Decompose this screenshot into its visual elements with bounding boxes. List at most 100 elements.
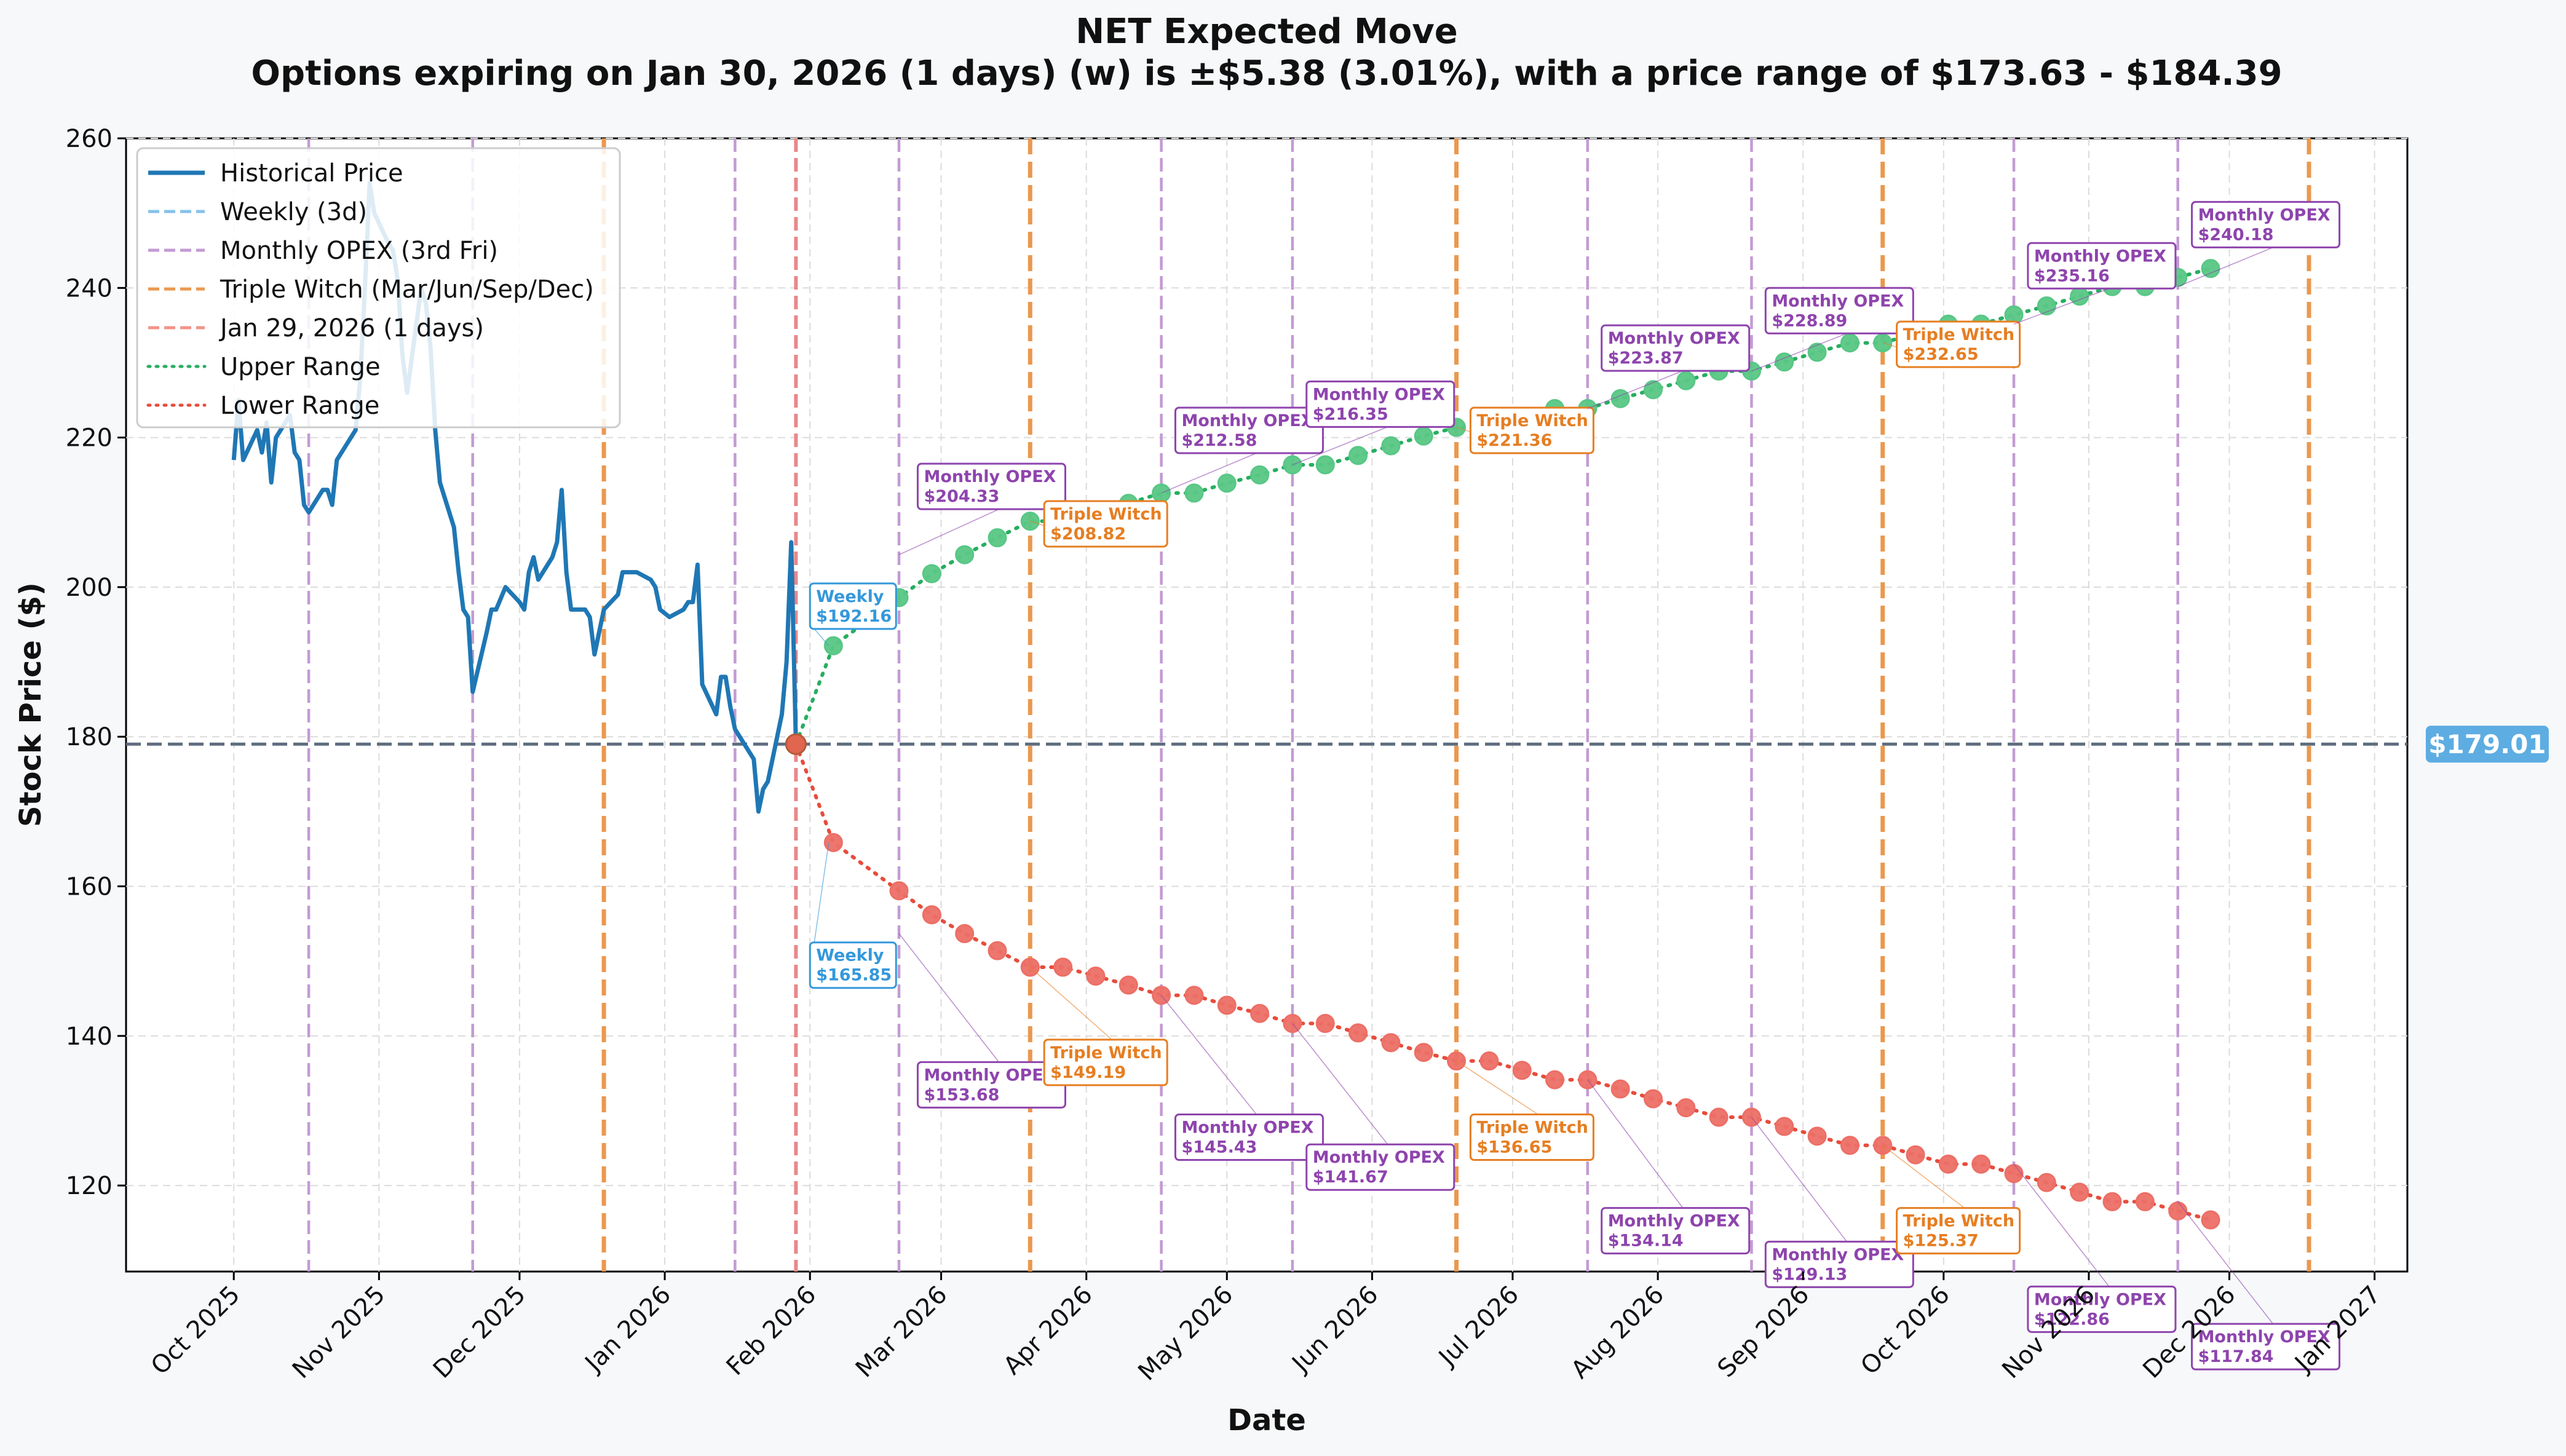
triple-annotation-label: Triple Witch bbox=[1903, 1212, 2015, 1231]
upper-range-point bbox=[1315, 455, 1335, 475]
monthly-annotation-label: Monthly OPEX bbox=[1181, 1118, 1313, 1138]
monthly-annotation-box bbox=[1174, 1114, 1324, 1161]
lower-range-point bbox=[1184, 986, 1204, 1005]
upper-range-point bbox=[988, 528, 1007, 548]
monthly-annotation-value: $204.33 bbox=[924, 487, 999, 506]
legend-label: Upper Range bbox=[220, 353, 381, 381]
upper-range-point bbox=[1217, 473, 1237, 493]
lower-range-point bbox=[922, 905, 941, 925]
monthly-annotation-box bbox=[1764, 287, 1914, 334]
annotation-connector bbox=[2177, 1201, 2274, 1324]
lower-range-point bbox=[1610, 1079, 1630, 1099]
monthly-annotation-label: Monthly OPEX bbox=[1608, 1212, 1740, 1231]
triple-annotation-box bbox=[1469, 1114, 1594, 1161]
chart-title: NET Expected Move bbox=[1075, 12, 1457, 52]
monthly-annotation-box bbox=[2027, 242, 2177, 290]
y-tick-label: 200 bbox=[66, 574, 113, 602]
y-tick-label: 260 bbox=[66, 125, 113, 153]
triple-annotation-box bbox=[1043, 500, 1168, 548]
monthly-annotation-box bbox=[1305, 1143, 1455, 1191]
triple-annotation-value: $149.19 bbox=[1050, 1063, 1126, 1082]
monthly-annotation-value: $228.89 bbox=[1772, 311, 1847, 330]
triple-annotation-value: $136.65 bbox=[1476, 1138, 1552, 1157]
lower-range-point bbox=[1807, 1126, 1827, 1146]
annotation-connector bbox=[1751, 1117, 1847, 1242]
lower-range-point bbox=[1479, 1051, 1499, 1071]
annotation-connector bbox=[1161, 995, 1257, 1115]
triple-annotation-value: $208.82 bbox=[1050, 524, 1126, 544]
lower-range-point bbox=[2168, 1201, 2188, 1221]
monthly-annotation-value: $235.16 bbox=[2034, 266, 2110, 285]
legend-label: Weekly (3d) bbox=[220, 198, 367, 226]
weekly-annotation-value: $192.16 bbox=[816, 607, 892, 626]
monthly-annotation-box bbox=[1305, 380, 1455, 428]
lower-range-point bbox=[1971, 1154, 1991, 1174]
upper-range-point bbox=[1414, 426, 1433, 446]
monthly-annotation-box bbox=[1601, 324, 1751, 372]
lower-range-point bbox=[2201, 1210, 2220, 1230]
annotation-connector bbox=[1161, 453, 1257, 494]
lower-range-point bbox=[1086, 966, 1106, 986]
lower-range-point bbox=[2102, 1192, 2122, 1211]
monthly-annotation-box bbox=[2191, 200, 2341, 248]
monthly-annotation-value: $117.84 bbox=[2198, 1347, 2274, 1366]
monthly-annotation-label: Monthly OPEX bbox=[1772, 291, 1904, 311]
monthly-annotation-label: Monthly OPEX bbox=[2034, 247, 2166, 266]
y-tick-label: 220 bbox=[66, 424, 113, 453]
monthly-annotation-value: $212.58 bbox=[1181, 431, 1257, 450]
triple-annotation-value: $221.36 bbox=[1476, 431, 1552, 450]
lower-range-point bbox=[2070, 1182, 2089, 1202]
current-price-label: $179.01 bbox=[2428, 729, 2546, 759]
legend-box bbox=[136, 147, 621, 429]
grid-layer bbox=[126, 138, 2407, 1272]
lower-range-point bbox=[889, 881, 909, 901]
monthly-annotation-value: $153.68 bbox=[924, 1085, 999, 1104]
triple-annotation-label: Triple Witch bbox=[1476, 1118, 1588, 1138]
lower-range-point bbox=[1119, 975, 1138, 995]
legend: Historical Price Weekly (3d) Monthly OPEX … bbox=[136, 147, 621, 429]
lower-range-point bbox=[823, 833, 843, 852]
monthly-annotation-label: Monthly OPEX bbox=[2198, 1327, 2330, 1347]
lower-range-point bbox=[1348, 1023, 1368, 1043]
y-tick-label: 180 bbox=[66, 723, 113, 751]
triple-annotation-value: $125.37 bbox=[1903, 1232, 1979, 1251]
monthly-annotation-label: Monthly OPEX bbox=[924, 1066, 1056, 1085]
lower-range-point bbox=[785, 733, 807, 755]
lower-range-point bbox=[1643, 1089, 1663, 1109]
triple-annotation-value: $232.65 bbox=[1903, 345, 1979, 364]
lower-range-point bbox=[1906, 1145, 1925, 1165]
lower-range-point bbox=[1315, 1013, 1335, 1033]
annotation-connector bbox=[814, 842, 830, 943]
legend-label: Lower Range bbox=[220, 392, 379, 420]
annotation-connector bbox=[1587, 1079, 1684, 1209]
monthly-annotation-label: Monthly OPEX bbox=[1772, 1245, 1904, 1264]
upper-range-point bbox=[1610, 389, 1630, 408]
y-tick-label: 160 bbox=[66, 873, 113, 901]
monthly-annotation-label: Monthly OPEX bbox=[2198, 205, 2330, 224]
lower-range-point bbox=[1840, 1136, 1859, 1155]
triple-annotation-label: Triple Witch bbox=[1903, 325, 2015, 344]
monthly-annotation-box bbox=[2027, 1285, 2177, 1333]
annotation-connector bbox=[1292, 426, 1388, 465]
weekly-annotation-value: $165.85 bbox=[816, 966, 892, 985]
legend-label: Triple Witch (Mar/Jun/Sep/Dec) bbox=[220, 275, 594, 304]
monthly-annotation-label: Monthly OPEX bbox=[1181, 411, 1313, 430]
upper-range-point bbox=[1643, 380, 1663, 400]
historical-price-series bbox=[231, 181, 798, 814]
triple-annotation-box bbox=[1469, 406, 1594, 454]
monthly-annotation-value: $129.13 bbox=[1772, 1265, 1847, 1284]
annotation-connector bbox=[898, 508, 999, 555]
triple-annotation-box bbox=[1043, 1039, 1168, 1086]
monthly-annotation-label: Monthly OPEX bbox=[1313, 1148, 1445, 1167]
y-tick-label: 140 bbox=[66, 1023, 113, 1051]
monthly-annotation-value: $223.87 bbox=[1608, 349, 1684, 368]
annotation-connector bbox=[898, 933, 1000, 1062]
annotation-connector bbox=[1456, 1060, 1538, 1115]
upper-range-point bbox=[922, 564, 941, 584]
upper-range-point bbox=[1184, 483, 1204, 503]
monthly-annotation-label: Monthly OPEX bbox=[1313, 385, 1445, 404]
legend-label: Historical Price bbox=[220, 159, 403, 188]
x-axis-label: Date bbox=[1227, 1403, 1306, 1438]
